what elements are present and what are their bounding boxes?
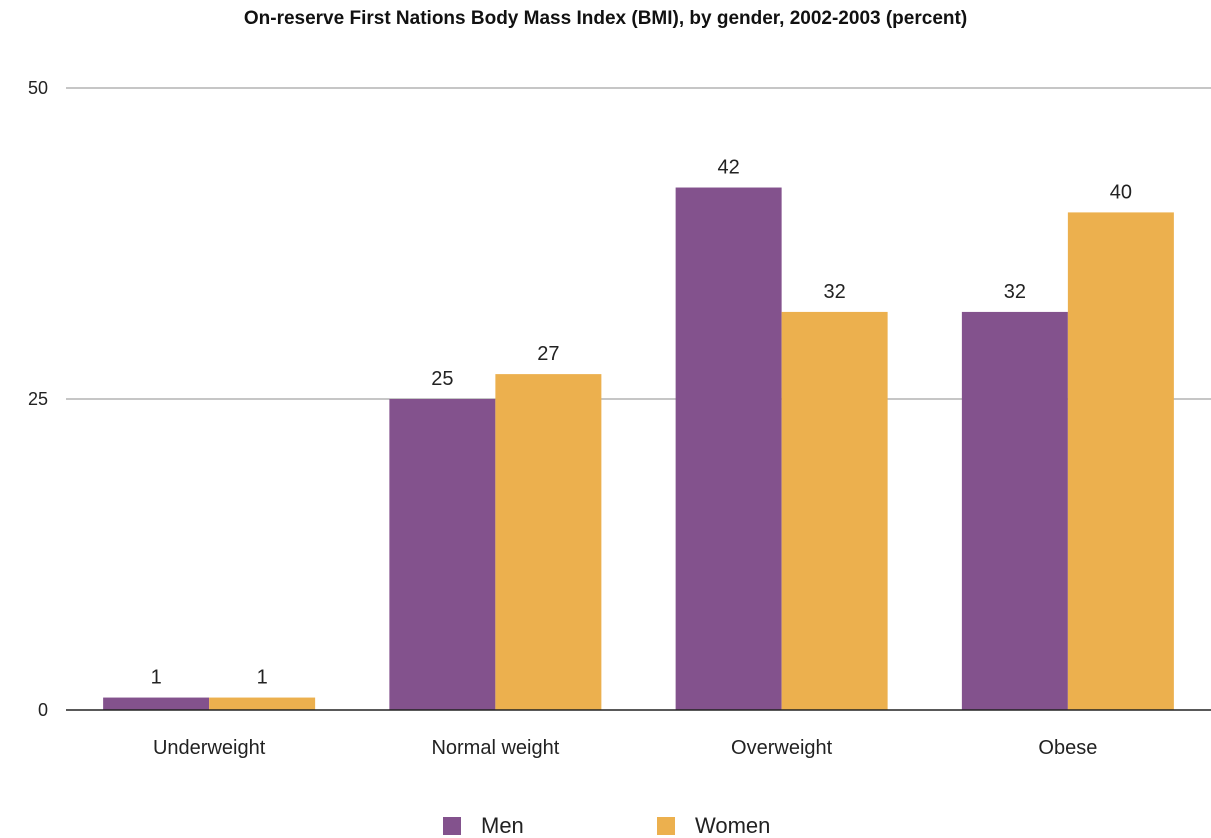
bars	[103, 187, 1174, 710]
bar	[389, 399, 496, 710]
category-label: Obese	[1038, 737, 1097, 759]
y-axis-ticks: 0 25 50	[28, 78, 48, 720]
data-label: 40	[1110, 181, 1132, 203]
bar	[103, 697, 210, 710]
legend-item: Men	[443, 813, 524, 838]
data-label: 27	[537, 343, 559, 365]
chart-title: On-reserve First Nations Body Mass Index…	[243, 8, 968, 29]
legend-swatch	[657, 817, 675, 835]
data-label: 32	[1004, 281, 1026, 303]
legend-item: Women	[657, 813, 770, 838]
legend-swatch	[443, 817, 461, 835]
bar	[209, 697, 316, 710]
category-label: Normal weight	[431, 737, 559, 759]
bar	[781, 311, 888, 710]
y-tick-label: 25	[28, 389, 48, 409]
bar	[495, 374, 602, 710]
data-label: 32	[824, 281, 846, 303]
legend-label: Women	[695, 813, 770, 838]
data-label: 42	[718, 157, 740, 179]
legend: Men Women	[443, 813, 770, 838]
y-tick-label: 50	[28, 78, 48, 98]
bar	[961, 311, 1068, 710]
category-label: Overweight	[731, 737, 833, 759]
data-label: 25	[431, 368, 453, 390]
bar	[1067, 212, 1174, 710]
data-label: 1	[151, 667, 162, 689]
category-label: Underweight	[153, 737, 266, 759]
data-labels: 1 1 25 27 42 32 32 40	[151, 157, 1132, 689]
bar	[675, 187, 782, 710]
legend-label: Men	[481, 813, 524, 838]
data-label: 1	[257, 667, 268, 689]
y-tick-label: 0	[38, 700, 48, 720]
category-labels: Underweight Normal weight Overweight Obese	[153, 737, 1097, 759]
